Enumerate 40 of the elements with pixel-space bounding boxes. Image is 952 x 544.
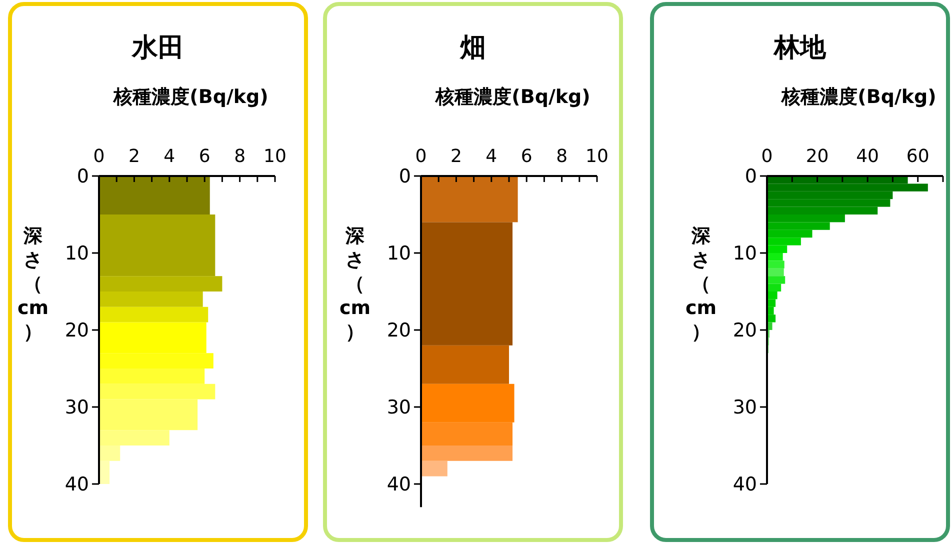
x-tick-label: 4 (486, 146, 498, 167)
x-axis-title: 核種濃度(Bq/kg) (780, 86, 936, 108)
y-axis-title: 深さ（cm） (339, 225, 371, 343)
y-tick-label: 40 (732, 474, 757, 496)
x-axis-title: 核種濃度(Bq/kg) (434, 86, 590, 108)
y-tick-label: 20 (732, 320, 757, 342)
x-tick-label: 20 (806, 146, 829, 167)
x-tick-label: 2 (450, 146, 462, 167)
x-tick-label: 6 (520, 146, 532, 167)
chart-title: 林地 (773, 33, 827, 63)
y-tick-label: 10 (64, 242, 89, 265)
x-tick-label: 0 (415, 146, 427, 167)
y-tick-label: 40 (64, 474, 89, 496)
x-tick-label: 60 (906, 146, 930, 167)
y-axis-title: 深さ（cm） (17, 225, 49, 343)
x-tick-label: 0 (761, 146, 773, 167)
x-tick-label: 10 (586, 146, 608, 167)
y-tick-label: 30 (732, 396, 757, 419)
x-axis-title: 核種濃度(Bq/kg) (112, 86, 268, 108)
x-tick-label: 40 (856, 146, 880, 167)
y-tick-label: 0 (398, 166, 411, 188)
y-tick-label: 0 (76, 166, 89, 188)
y-tick-label: 10 (732, 242, 757, 265)
y-tick-label: 30 (386, 396, 411, 419)
x-tick-label: 2 (128, 146, 140, 167)
x-tick-label: 6 (198, 146, 210, 167)
x-tick-label: 10 (264, 146, 286, 167)
y-tick-label: 20 (386, 320, 411, 342)
y-tick-label: 40 (386, 474, 411, 496)
y-tick-label: 20 (64, 320, 89, 342)
x-tick-label: 0 (93, 146, 105, 167)
chart-title: 畑 (459, 33, 486, 63)
y-tick-label: 30 (64, 396, 89, 419)
x-tick-label: 4 (164, 146, 176, 167)
y-axis-title: 深さ（cm） (685, 225, 717, 343)
chart-title: 水田 (131, 33, 184, 63)
y-tick-label: 0 (744, 166, 757, 188)
x-tick-label: 8 (556, 146, 568, 167)
x-tick-label: 8 (234, 146, 246, 167)
y-tick-label: 10 (386, 242, 411, 265)
